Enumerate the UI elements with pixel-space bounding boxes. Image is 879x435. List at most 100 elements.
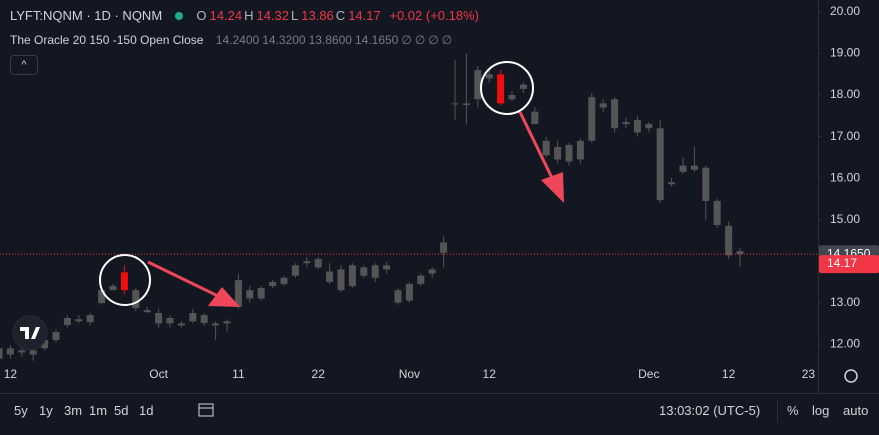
candle-body [303, 261, 311, 264]
arrow-shaft [518, 111, 555, 181]
candle-body [713, 200, 721, 226]
candle-body [497, 74, 505, 104]
candle-body [86, 315, 94, 323]
ohlc-label: L [291, 8, 299, 23]
logo-glyph [20, 327, 40, 339]
candle-body [736, 251, 744, 255]
candle-body [611, 99, 619, 129]
candle-body [565, 144, 573, 162]
candle-body [508, 95, 516, 100]
candle-body [0, 348, 3, 359]
candle-body [588, 97, 596, 141]
candle-body [75, 319, 83, 322]
candle-body [451, 103, 459, 105]
candle-body [132, 290, 140, 309]
y-tick-label: 20.00 [830, 4, 860, 18]
ohlc-value: 14.24 [209, 8, 243, 23]
highlight-circle [99, 254, 151, 306]
candle-body [41, 339, 49, 349]
x-tick-label: 12 [4, 367, 18, 381]
indicator-value: 14.2400 [215, 33, 260, 47]
x-tick-label: 12 [722, 367, 736, 381]
indicator-values: 14.2400 14.3200 13.8600 14.1650 ∅ ∅ ∅ ∅ [216, 33, 455, 47]
range-button[interactable]: 1y [39, 403, 53, 418]
x-tick-label: Dec [638, 367, 659, 381]
candle-body [234, 280, 242, 307]
candle-body [531, 111, 539, 125]
candle-body [679, 165, 687, 172]
candle-body [52, 332, 60, 340]
candle-body [360, 267, 368, 276]
range-button[interactable]: 5d [114, 403, 129, 418]
toolbar: 5y 1y 3m 1m 5d 1d 13:03:02 (UTC-5) % log auto [0, 393, 879, 435]
candle-body [314, 259, 322, 268]
y-tick-label: 19.00 [830, 46, 860, 60]
calendar-icon[interactable] [196, 400, 216, 420]
candle-body [702, 167, 710, 201]
indicator-value: 13.8600 [308, 33, 352, 47]
candle-body [143, 310, 151, 313]
arrow-head [541, 172, 564, 203]
x-tick-label: 22 [312, 367, 326, 381]
candle-body [63, 317, 71, 326]
candle-body [200, 315, 208, 323]
ohlc-value: 14.17 [348, 8, 381, 23]
ohlc-label: H [244, 8, 254, 23]
candle-body [645, 124, 653, 129]
candle-body [474, 70, 482, 100]
candle-body [177, 323, 185, 326]
candle-body [394, 290, 402, 303]
candle-body [462, 103, 470, 106]
candle-body [223, 321, 231, 324]
candle-body [725, 225, 733, 256]
candle-body [599, 103, 607, 108]
candle-body [6, 348, 14, 355]
candle-body [291, 265, 299, 276]
y-tick-label: 18.00 [830, 87, 860, 101]
indicator-value: ∅ [401, 33, 412, 47]
range-button[interactable]: 3m [64, 403, 83, 418]
x-tick-label: Nov [399, 367, 420, 381]
candle-body [554, 146, 562, 160]
auto-button[interactable]: auto [843, 403, 869, 418]
change: +0.02 (+0.18%) [389, 8, 479, 23]
candle-body [405, 283, 413, 301]
range-button[interactable]: 1m [89, 403, 108, 418]
ohlc-value: 13.86 [301, 8, 334, 23]
indicator-name[interactable]: The Oracle 20 150 -150 Open Close [10, 33, 204, 47]
range-button[interactable]: 5y [14, 403, 28, 418]
candle-body [668, 182, 676, 185]
candle-body [109, 286, 117, 291]
percent-button[interactable]: % [787, 403, 799, 418]
highlight-circle [480, 61, 534, 115]
ohlc-value: 14.32 [256, 8, 290, 23]
candle-body [542, 140, 550, 156]
candle-body [622, 122, 630, 125]
ohlc: O 14.24 H 14.32 L 13.86 C 14.17 [196, 8, 382, 23]
candle-body [257, 288, 265, 299]
candle-body [348, 265, 356, 287]
y-tick-label: 12.00 [830, 336, 860, 350]
y-tick-label: 13.00 [830, 295, 860, 309]
y-tick-label: 16.00 [830, 170, 860, 184]
candle-body [166, 317, 174, 324]
candle-body [485, 74, 493, 79]
candle-body [371, 265, 379, 278]
x-tick-label: 12 [483, 367, 497, 381]
range-button[interactable]: 1d [139, 403, 154, 418]
ohlc-label: O [196, 8, 207, 23]
log-button[interactable]: log [812, 403, 830, 418]
candle-body [155, 313, 163, 324]
symbol[interactable]: LYFT:NQNM · 1D · NQNM [10, 8, 163, 23]
candle-body [189, 313, 197, 322]
collapse-button[interactable]: ^ [10, 55, 38, 75]
candle-body [18, 350, 26, 353]
candle-body [326, 271, 334, 282]
x-tick-label: 11 [232, 367, 245, 381]
candle-body [576, 140, 584, 160]
status-dot [174, 12, 183, 20]
candle-body [337, 269, 345, 291]
candle-body [98, 290, 106, 304]
last-price-badge [819, 255, 879, 274]
